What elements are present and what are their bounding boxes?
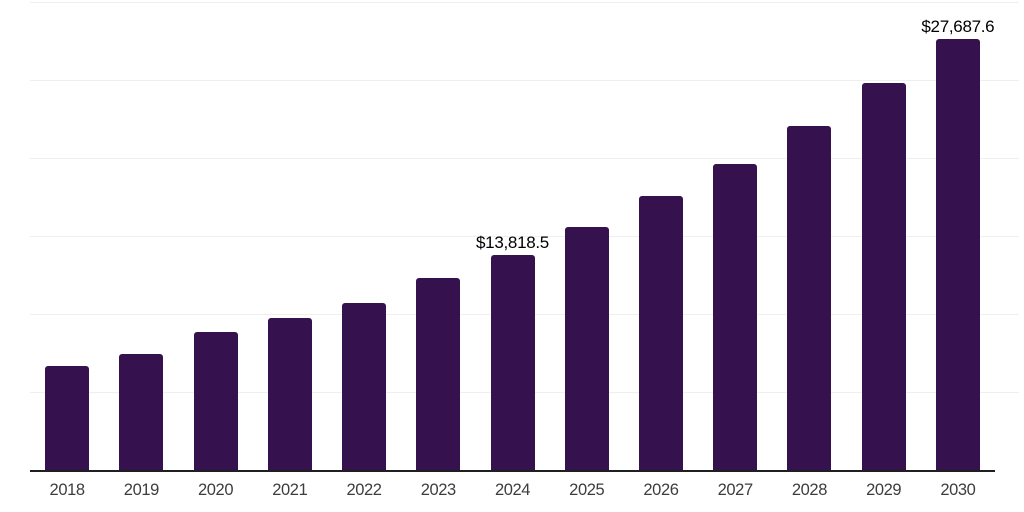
x-tick-2023: 2023: [420, 481, 457, 499]
bar-2026: [638, 196, 683, 471]
bar-2028: [787, 126, 832, 471]
data-label-2030: $27,687.6: [921, 17, 995, 37]
gridline: [30, 2, 1019, 3]
x-tick-2024: 2024: [494, 481, 531, 499]
bar-2030: [935, 39, 980, 471]
x-tick-2025: 2025: [569, 481, 605, 499]
x-axis-line: [30, 470, 995, 472]
x-tick-2021: 2021: [272, 481, 308, 499]
bar-2019: [119, 354, 164, 471]
bar-2027: [713, 164, 758, 471]
x-tick-2027: 2027: [717, 481, 754, 499]
data-label-2024: $13,818.5: [476, 233, 549, 253]
x-tick-2026: 2026: [643, 481, 679, 499]
x-tick-2030: 2030: [940, 481, 976, 499]
bar-2022: [342, 302, 387, 471]
x-tick-2028: 2028: [791, 481, 828, 499]
bar-2018: [45, 366, 90, 471]
gridline: [30, 80, 1019, 81]
bar-2024: [490, 255, 535, 471]
bar-2029: [861, 82, 906, 471]
bar-2020: [193, 332, 238, 471]
x-tick-2019: 2019: [123, 481, 160, 499]
bar-2021: [267, 318, 312, 471]
bar-2025: [564, 226, 609, 471]
x-tick-2029: 2029: [866, 481, 902, 499]
bar-2023: [416, 278, 461, 471]
x-tick-2020: 2020: [198, 481, 234, 499]
x-tick-2018: 2018: [49, 481, 86, 499]
x-tick-2022: 2022: [346, 481, 382, 499]
